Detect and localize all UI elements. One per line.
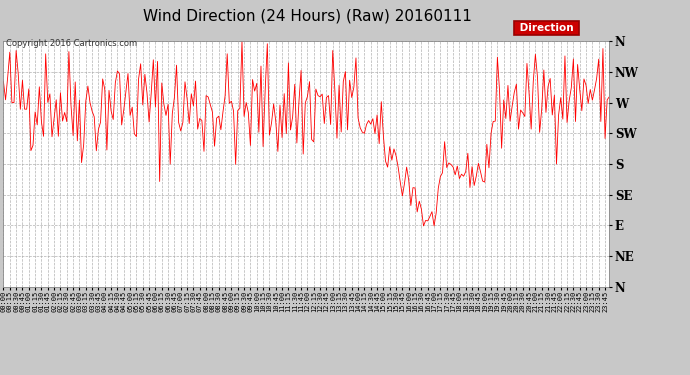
Text: Wind Direction (24 Hours) (Raw) 20160111: Wind Direction (24 Hours) (Raw) 20160111 (143, 8, 471, 23)
Text: Copyright 2016 Cartronics.com: Copyright 2016 Cartronics.com (6, 39, 137, 48)
Text: Direction: Direction (516, 23, 578, 33)
